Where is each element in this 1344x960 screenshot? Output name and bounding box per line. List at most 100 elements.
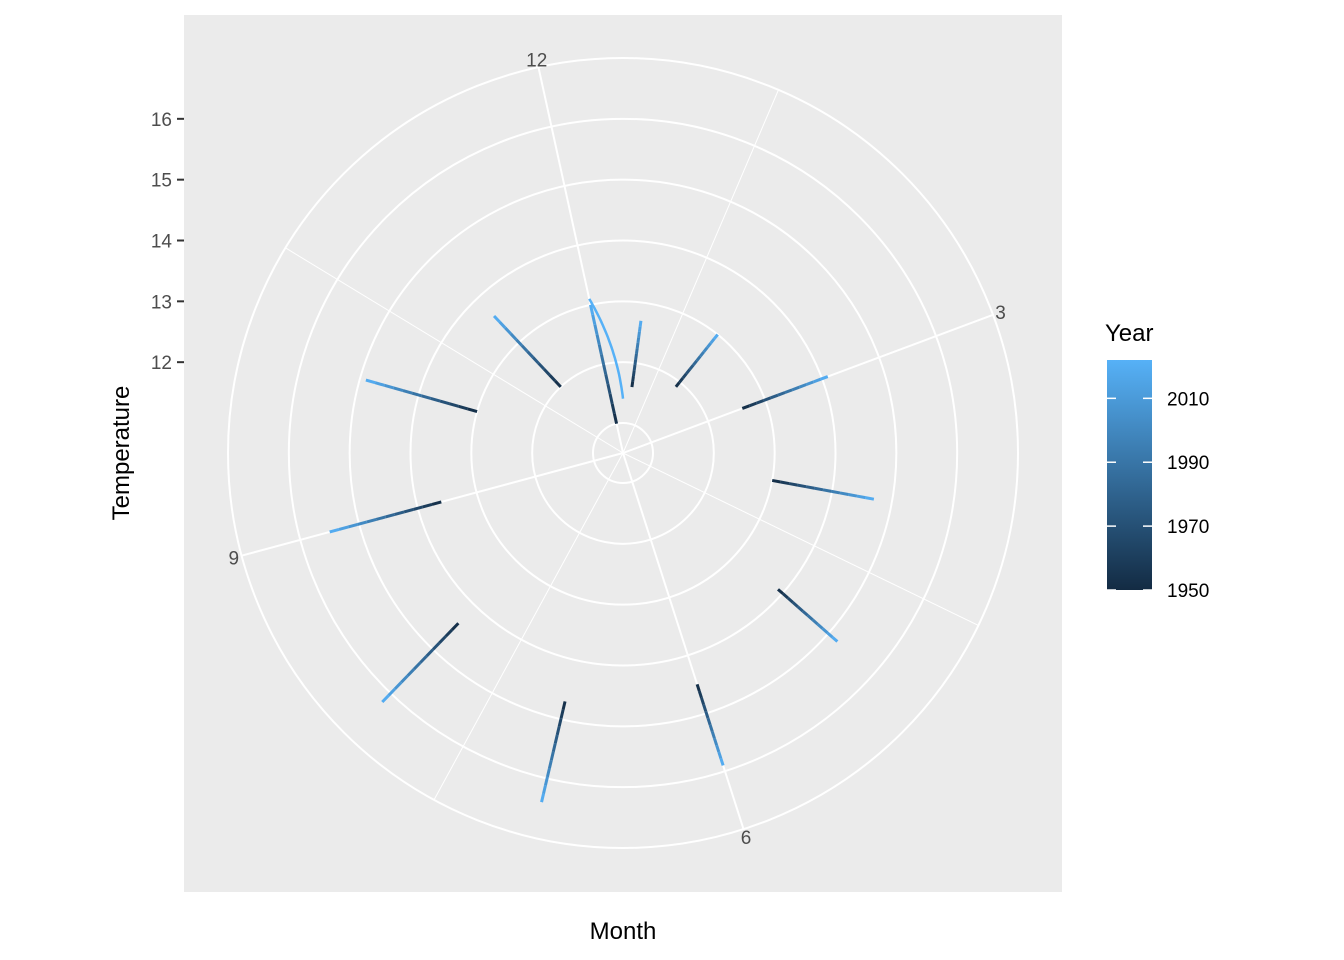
series-segment <box>612 413 619 425</box>
series-segment <box>805 380 815 386</box>
series-segment <box>681 372 688 380</box>
series-segment <box>706 717 712 726</box>
series-segment <box>798 383 807 389</box>
series-segment <box>777 391 786 397</box>
grid-spoke-minor <box>622 89 779 454</box>
series-segment <box>697 690 703 699</box>
series-segment <box>422 502 433 509</box>
series-segment <box>604 373 610 385</box>
series-segment <box>717 751 723 760</box>
series-segment <box>777 588 784 595</box>
series-segment <box>756 399 765 405</box>
series-segment <box>438 635 447 644</box>
series-segment <box>431 641 441 651</box>
legend-ticks: 1950 1970 1990 2010 <box>1107 389 1209 602</box>
series-line-month-12 <box>589 304 619 425</box>
series-segment <box>542 368 551 377</box>
series-segment <box>412 661 422 671</box>
series-segment <box>554 379 562 388</box>
series-segment <box>695 355 702 362</box>
grid-spoke-minor <box>285 247 624 454</box>
series-segment <box>608 393 614 405</box>
grid-circle-inner <box>592 422 654 484</box>
series-segment <box>788 482 798 487</box>
x-tick-label: 3 <box>995 303 1006 324</box>
series-segment <box>375 515 386 521</box>
y-tick-label: 15 <box>151 171 172 192</box>
series-segment <box>821 627 829 634</box>
series-segment <box>403 507 414 514</box>
series-segment <box>706 342 712 349</box>
series-line-month-3 <box>741 375 829 410</box>
grid-circle-outer <box>227 57 1019 849</box>
series-segment <box>402 389 413 395</box>
series-segment <box>492 314 501 323</box>
series-segment <box>805 485 815 490</box>
series-segment <box>467 407 478 414</box>
series-segment <box>411 391 422 398</box>
series-segment <box>791 385 800 392</box>
series-segment <box>393 386 404 393</box>
legend-label: 1950 <box>1167 581 1209 602</box>
series-segment <box>381 694 390 704</box>
series-segment <box>786 596 794 604</box>
grid-lines <box>227 57 1019 849</box>
y-tick-label: 12 <box>151 353 172 374</box>
series-segment <box>678 377 685 384</box>
series-segment <box>553 734 559 744</box>
legend-label: 2010 <box>1167 389 1209 410</box>
series-segment <box>692 359 698 366</box>
series-segment <box>557 717 563 727</box>
series-segment <box>543 776 549 786</box>
series-segment <box>559 709 565 719</box>
x-axis-title: Month <box>590 918 657 945</box>
series-segment <box>421 394 432 400</box>
series-segment <box>715 744 721 753</box>
series-segment <box>636 337 641 344</box>
series-segment <box>674 381 681 388</box>
series-segment <box>430 397 441 403</box>
series-segment <box>700 697 706 706</box>
series-segment <box>595 334 601 345</box>
series-segment <box>685 368 692 375</box>
series-segment <box>713 737 719 746</box>
series-segment <box>520 344 529 353</box>
series-segment <box>865 496 875 501</box>
series-segment <box>839 491 849 496</box>
series-segment <box>448 402 459 408</box>
series-segment <box>631 375 635 382</box>
legend-colorbar <box>1107 360 1152 590</box>
series-segment <box>848 493 858 498</box>
series-line-month-11 <box>492 314 562 388</box>
series-segment <box>329 527 340 534</box>
series-line-month-4 <box>771 478 875 501</box>
x-tick-label: 6 <box>741 828 752 849</box>
series-segment <box>540 793 545 803</box>
series-segment <box>630 381 635 388</box>
series-segment <box>708 724 714 733</box>
series-segment <box>709 337 716 345</box>
series-segment <box>504 326 512 335</box>
series-segment <box>439 399 450 406</box>
series-segment <box>634 348 639 355</box>
series-segment <box>387 687 397 697</box>
series-segment <box>548 374 557 382</box>
series-segment <box>699 351 705 358</box>
series-segment <box>632 364 637 371</box>
series-segment <box>816 623 824 630</box>
series-segment <box>547 759 553 769</box>
legend-label: 1970 <box>1167 517 1209 538</box>
series-segment <box>826 631 834 639</box>
legend-label: 1990 <box>1167 453 1209 474</box>
series-segment <box>781 592 789 600</box>
series-segment <box>831 489 841 495</box>
series-segment <box>537 362 546 371</box>
series-line-month-2 <box>674 333 719 388</box>
x-tick-label: 9 <box>229 549 240 570</box>
series-segment <box>638 320 643 327</box>
series-segment <box>602 363 608 375</box>
series-segment <box>702 704 708 712</box>
series-segment <box>801 609 809 617</box>
series-segment <box>431 500 442 506</box>
series-segment <box>515 338 523 347</box>
